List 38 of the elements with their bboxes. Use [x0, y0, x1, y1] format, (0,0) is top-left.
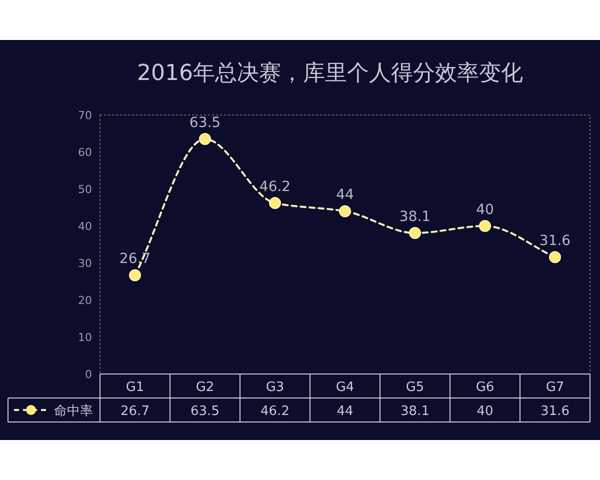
chart-title: 2016年总决赛，库里个人得分效率变化 — [137, 61, 523, 86]
text: 31.6 — [540, 404, 570, 419]
legend-label: 命中率 — [54, 403, 93, 419]
x-tick-label: G2 — [196, 380, 214, 395]
y-tick-label: 30 — [78, 257, 92, 270]
point — [129, 269, 141, 282]
x-tick-label: G7 — [546, 380, 564, 395]
x-tick-label: G5 — [406, 380, 424, 395]
data-label: 46.2 — [259, 179, 291, 196]
data-label: 44 — [336, 187, 354, 204]
text: 44 — [336, 404, 354, 419]
y-tick-label: 60 — [78, 146, 92, 159]
text: 63.5 — [190, 404, 220, 419]
text: 40 — [476, 404, 494, 419]
x-tick-label: G4 — [336, 380, 354, 395]
y-tick-label: 20 — [78, 294, 92, 307]
data-label: 31.6 — [539, 233, 571, 250]
data-label: 38.1 — [399, 209, 431, 226]
point — [479, 220, 491, 232]
y-tick-label: 70 — [78, 109, 92, 122]
y-tick-label: 0 — [85, 368, 92, 381]
y-tick-label: 40 — [78, 220, 92, 233]
text: 46.2 — [260, 404, 290, 419]
point — [549, 251, 561, 264]
text: 26.7 — [120, 404, 150, 419]
x-tick-label: G6 — [476, 380, 494, 395]
y-tick-label: 10 — [78, 331, 92, 344]
point — [269, 197, 281, 210]
y-tick-label: 50 — [78, 183, 92, 196]
point — [199, 133, 211, 146]
x-tick-label: G1 — [126, 380, 144, 395]
data-label: 63.5 — [189, 115, 221, 132]
text: 38.1 — [400, 404, 430, 419]
data-label: 26.7 — [119, 251, 151, 268]
point — [339, 205, 351, 218]
x-tick-label: G3 — [266, 380, 284, 395]
data-label: 40 — [476, 202, 494, 218]
point — [409, 227, 421, 240]
